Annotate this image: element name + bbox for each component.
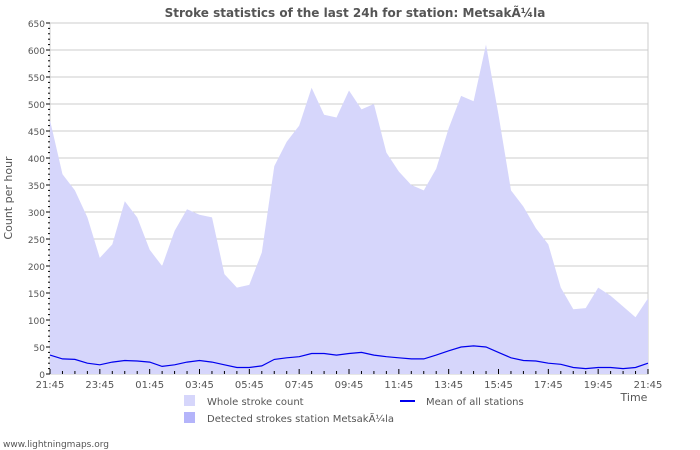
x-tick-label: 09:45 <box>335 380 364 391</box>
x-tick-label: 07:45 <box>285 380 314 391</box>
y-tick-label: 500 <box>28 101 45 111</box>
y-tick-label: 300 <box>28 209 45 219</box>
y-tick-label: 150 <box>28 290 45 300</box>
x-tick-label: 15:45 <box>484 380 513 391</box>
legend-label-detected: Detected strokes station MetsakÃ¼la <box>207 412 394 425</box>
x-tick-label: 11:45 <box>384 380 413 391</box>
x-tick-label: 01:45 <box>135 380 164 391</box>
legend-label-whole: Whole stroke count <box>207 397 304 408</box>
y-tick-label: 100 <box>28 317 45 327</box>
y-tick-label: 350 <box>28 182 45 192</box>
y-tick-label: 400 <box>28 155 45 165</box>
x-tick-label: 17:45 <box>534 380 563 391</box>
legend-swatch-detected <box>184 412 195 423</box>
y-tick-label: 0 <box>39 371 45 381</box>
legend-label-mean: Mean of all stations <box>426 397 524 408</box>
y-tick-label: 200 <box>28 263 45 273</box>
chart-title: Stroke statistics of the last 24h for st… <box>165 5 546 20</box>
x-tick-label: 23:45 <box>85 380 114 391</box>
mean-line <box>49 345 649 370</box>
x-axis-label: Time <box>620 391 648 404</box>
x-tick-label: 13:45 <box>434 380 463 391</box>
y-axis-label: Count per hour <box>2 156 15 240</box>
x-tick-label: 19:45 <box>584 380 613 391</box>
y-tick-label: 450 <box>28 128 45 138</box>
legend-swatch-mean <box>400 400 415 402</box>
footer-link[interactable]: www.lightningmaps.org <box>3 440 109 450</box>
x-tick-label: 21:45 <box>36 380 65 391</box>
legend: Whole stroke count Detected strokes stat… <box>184 395 524 425</box>
area-series-0 <box>50 44 648 374</box>
legend-swatch-whole <box>184 395 195 406</box>
y-tick-label: 600 <box>28 47 45 57</box>
y-tick-label: 650 <box>28 20 45 30</box>
y-tick-label: 550 <box>28 74 45 84</box>
x-tick-label: 05:45 <box>235 380 264 391</box>
x-tick-label: 21:45 <box>634 380 663 391</box>
y-tick-label: 250 <box>28 236 45 246</box>
x-tick-label: 03:45 <box>185 380 214 391</box>
y-tick-label: 50 <box>34 344 46 354</box>
